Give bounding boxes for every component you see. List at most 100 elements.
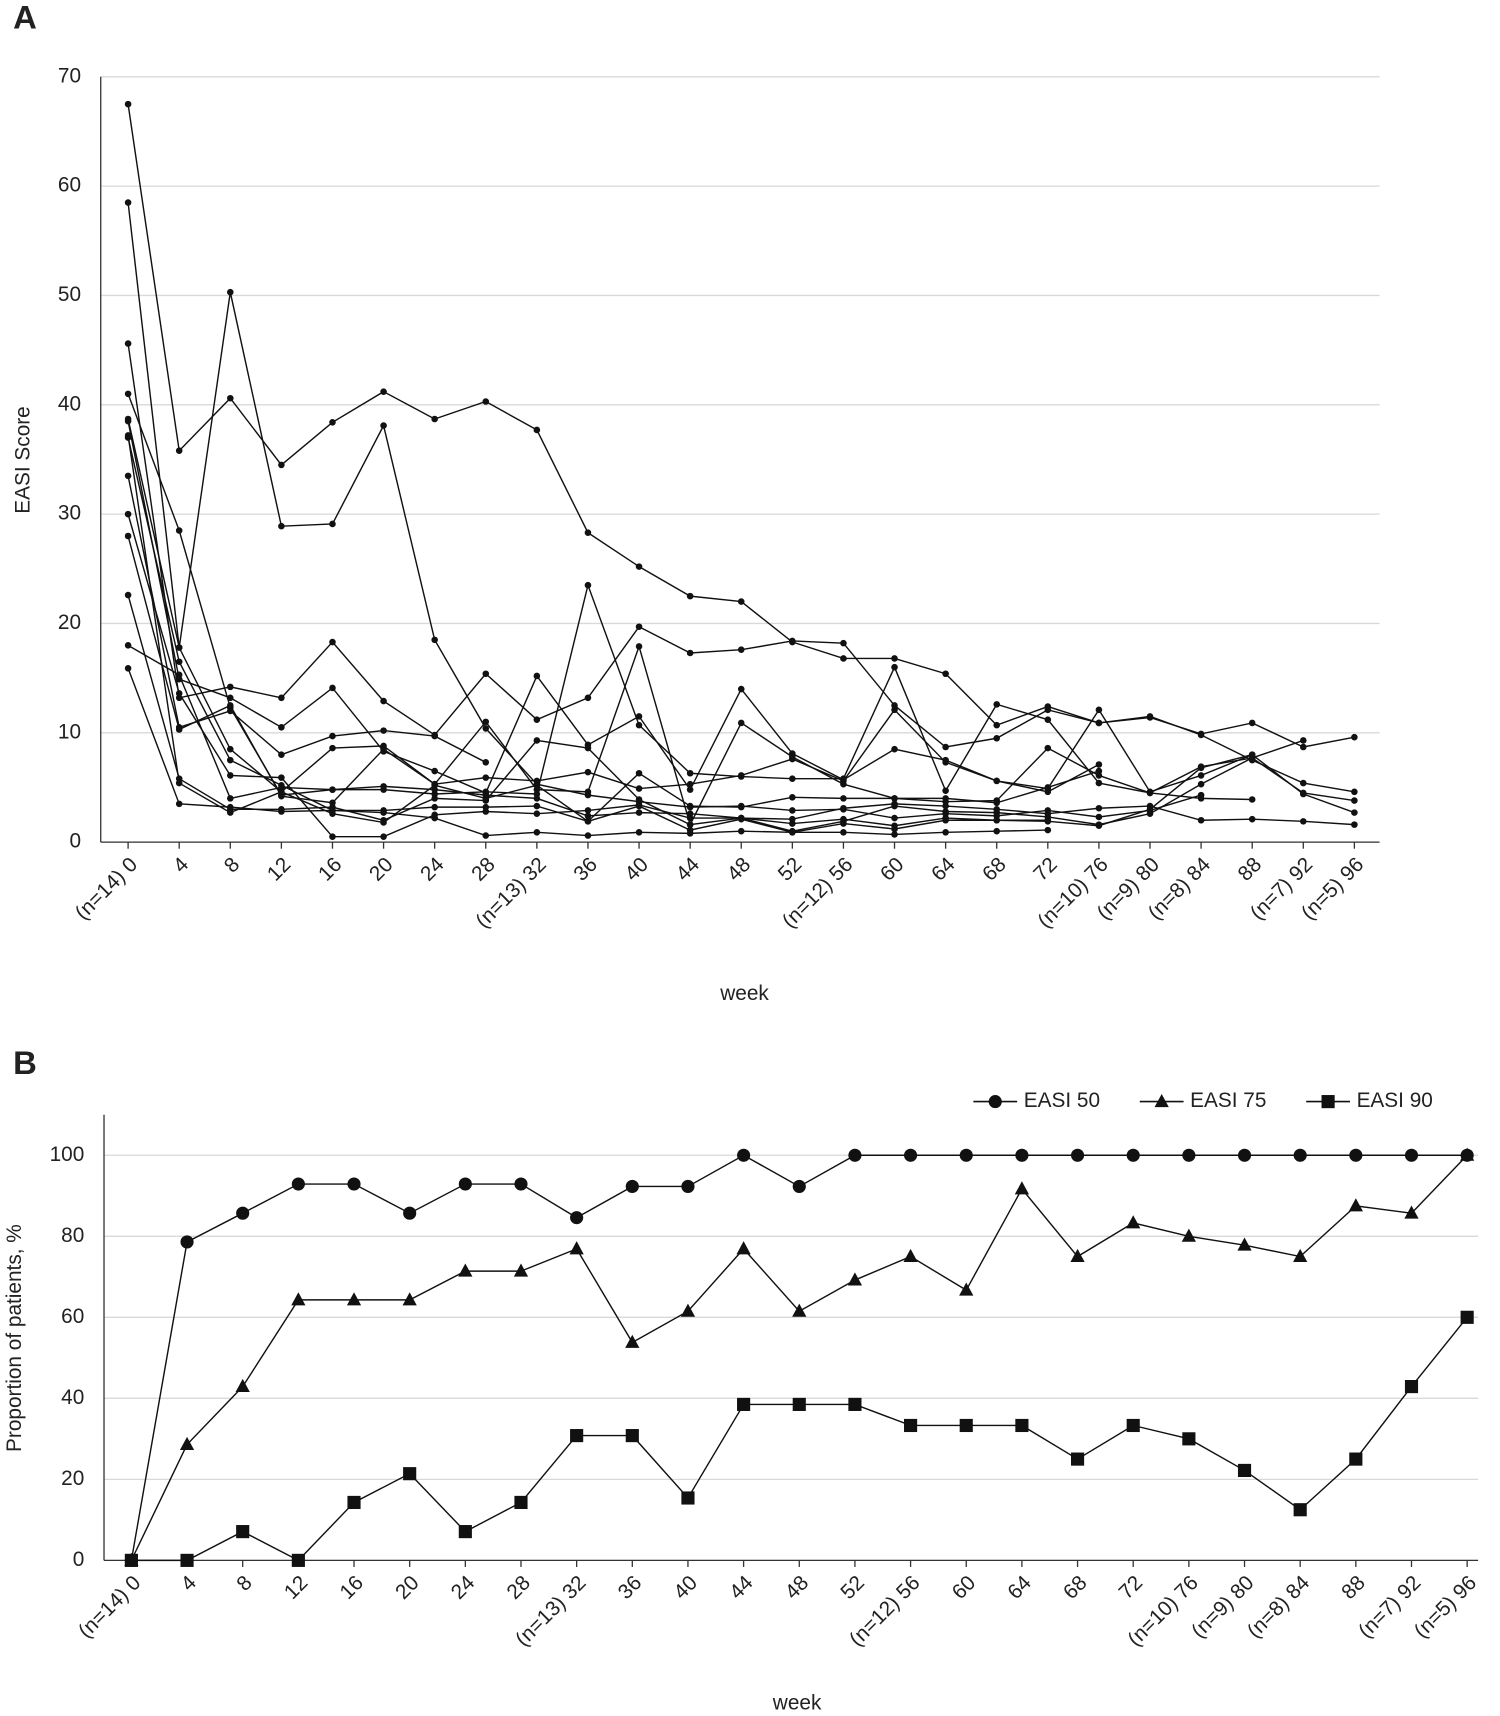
marker (1154, 1093, 1169, 1108)
y-tick-label: 20 (58, 611, 81, 634)
x-tick-label: 60 (876, 853, 909, 886)
marker (124, 532, 132, 540)
marker (1044, 816, 1052, 824)
x-tick-label: 72 (1029, 853, 1062, 886)
marker (380, 745, 387, 753)
marker (1070, 1248, 1085, 1263)
marker (1182, 1148, 1196, 1162)
x-tick-label: (n=14) 0 (71, 853, 142, 924)
x-tick-label: 48 (723, 853, 756, 886)
marker (840, 820, 847, 827)
marker (236, 1206, 250, 1220)
marker (840, 655, 847, 662)
marker (482, 774, 490, 781)
marker (1404, 1380, 1419, 1394)
marker (124, 417, 132, 425)
marker (904, 1418, 918, 1433)
marker (1349, 1452, 1363, 1466)
marker (1351, 788, 1358, 796)
marker (635, 623, 643, 631)
marker (1095, 767, 1103, 775)
y-tick-label: 80 (61, 1224, 84, 1247)
x-tick-label: 16 (314, 853, 347, 886)
marker (848, 1148, 862, 1162)
marker (329, 638, 336, 646)
x-tick-label: 44 (672, 853, 705, 886)
marker (942, 743, 949, 751)
marker (891, 655, 898, 662)
marker (124, 390, 132, 398)
marker (840, 780, 847, 788)
marker (1095, 706, 1103, 714)
x-tick-label: (n=14) 0 (74, 1571, 145, 1642)
x-axis-label: week (719, 982, 769, 1005)
marker (840, 795, 847, 802)
marker (1070, 1452, 1085, 1466)
marker (891, 663, 898, 671)
marker (570, 1211, 584, 1225)
marker (942, 756, 949, 764)
marker (1237, 1148, 1252, 1162)
marker (124, 340, 132, 347)
marker (329, 520, 336, 528)
marker (533, 828, 541, 836)
marker (380, 833, 387, 840)
marker (737, 772, 745, 779)
marker (1248, 796, 1256, 803)
marker (584, 768, 592, 776)
marker (329, 744, 336, 752)
panel-label: A (13, 0, 37, 36)
marker (737, 815, 745, 823)
marker (235, 1378, 250, 1393)
marker (533, 737, 541, 744)
marker (347, 1177, 361, 1191)
x-tick-label: 28 (467, 853, 500, 886)
marker (482, 832, 490, 839)
marker (227, 809, 234, 816)
marker (175, 447, 183, 454)
marker (789, 794, 796, 801)
marker (1460, 1147, 1475, 1161)
marker (458, 1177, 472, 1191)
marker (431, 732, 438, 740)
marker (1348, 1198, 1363, 1212)
x-tick-label: 28 (502, 1571, 535, 1604)
marker (1300, 737, 1307, 744)
marker (993, 806, 1000, 813)
series-line (127, 202, 1202, 819)
marker (482, 759, 490, 766)
marker (1126, 1148, 1140, 1162)
marker (431, 767, 438, 775)
marker (1197, 731, 1205, 739)
y-tick-label: 40 (61, 1386, 84, 1409)
marker (1095, 761, 1103, 768)
marker (891, 800, 898, 808)
x-tick-label: 40 (620, 853, 653, 886)
marker (789, 815, 796, 823)
marker (1015, 1418, 1029, 1433)
marker (792, 1397, 806, 1411)
marker (431, 415, 438, 423)
marker (942, 670, 949, 678)
marker (635, 796, 643, 803)
marker (1095, 804, 1103, 812)
y-tick-label: 0 (73, 1548, 85, 1571)
x-tick-label: 24 (447, 1571, 480, 1604)
marker (329, 419, 336, 426)
x-tick-label: 12 (280, 1571, 313, 1604)
marker (686, 826, 694, 834)
y-tick-label: 60 (61, 1305, 84, 1328)
marker (959, 1148, 973, 1162)
marker (635, 785, 643, 792)
marker (737, 685, 745, 693)
marker (124, 642, 132, 649)
marker (584, 694, 592, 702)
legend-label: EASI 50 (1024, 1089, 1100, 1112)
marker (380, 388, 387, 395)
marker (1146, 789, 1154, 797)
marker (1349, 1148, 1363, 1162)
marker (431, 803, 438, 811)
x-tick-label: (n=5) 96 (1410, 1571, 1481, 1642)
marker (1095, 719, 1103, 727)
